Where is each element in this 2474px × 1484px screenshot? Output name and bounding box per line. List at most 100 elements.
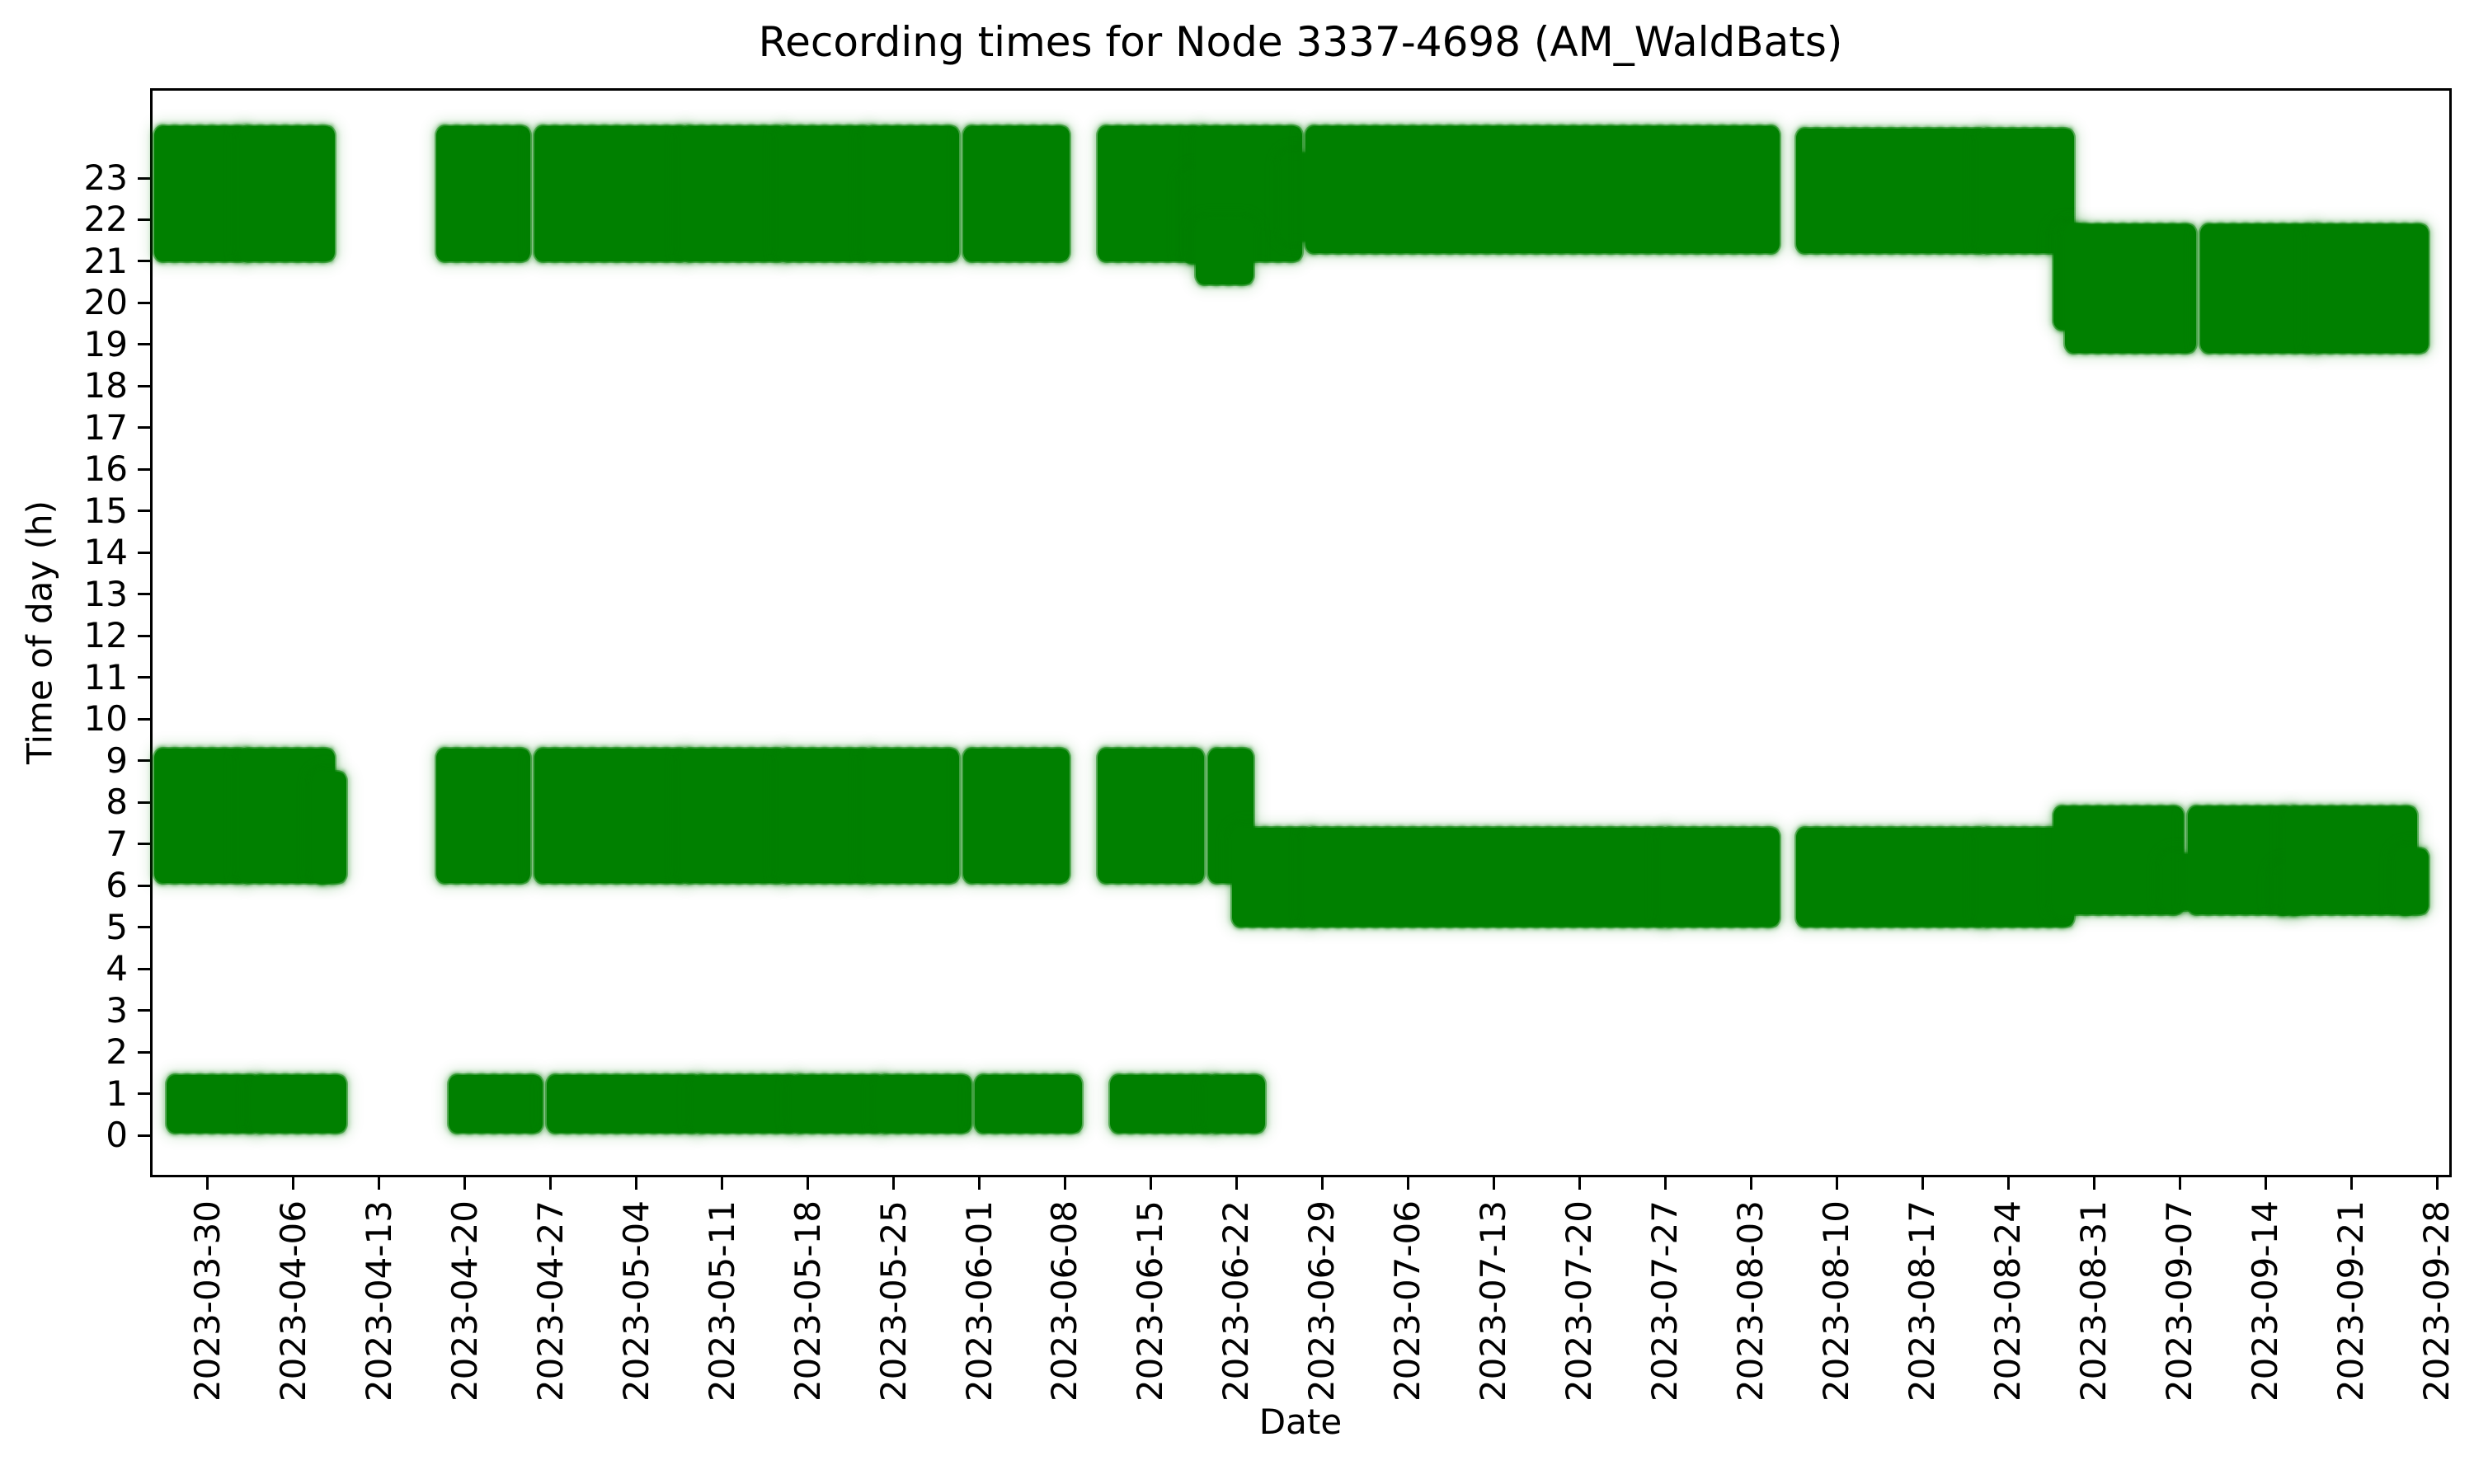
y-tick bbox=[138, 218, 150, 221]
y-tick-label: 12 bbox=[83, 615, 128, 656]
x-tick-label: 2023-05-11 bbox=[701, 1200, 742, 1402]
recording-block-evening bbox=[1195, 219, 1253, 284]
x-tick bbox=[2349, 1177, 2353, 1190]
x-tick-label: 2023-09-14 bbox=[2245, 1200, 2286, 1402]
recording-block-morning bbox=[1097, 748, 1205, 884]
y-tick-label: 23 bbox=[83, 157, 128, 198]
x-tick-label: 2023-05-18 bbox=[787, 1200, 828, 1402]
y-tick-label: 9 bbox=[106, 740, 128, 781]
y-tick bbox=[138, 1134, 150, 1137]
recording-block-midnight bbox=[693, 1075, 800, 1134]
recording-block-morning bbox=[1232, 827, 1315, 928]
x-tick bbox=[292, 1177, 295, 1190]
x-tick-label: 2023-08-17 bbox=[1902, 1200, 1943, 1402]
recording-block-morning bbox=[962, 748, 1070, 884]
recording-block-morning bbox=[154, 748, 249, 884]
x-tick bbox=[2178, 1177, 2181, 1190]
y-tick-label: 3 bbox=[106, 989, 128, 1031]
y-tick-label: 21 bbox=[83, 240, 128, 281]
y-tick-label: 0 bbox=[106, 1115, 128, 1156]
y-tick-label: 5 bbox=[106, 906, 128, 947]
x-tick-label: 2023-08-31 bbox=[2073, 1200, 2114, 1402]
y-tick bbox=[138, 634, 150, 637]
x-tick bbox=[892, 1177, 896, 1190]
recording-block-morning bbox=[778, 748, 874, 884]
y-tick-label: 18 bbox=[83, 365, 128, 406]
recording-block-midnight bbox=[448, 1075, 543, 1134]
recording-block-midnight bbox=[1109, 1075, 1216, 1134]
x-tick bbox=[1492, 1177, 1495, 1190]
x-tick bbox=[721, 1177, 724, 1190]
y-tick-label: 20 bbox=[83, 282, 128, 323]
x-tick bbox=[978, 1177, 981, 1190]
recording-block-morning bbox=[435, 748, 531, 884]
x-tick-label: 2023-07-20 bbox=[1559, 1200, 1600, 1402]
y-tick-label: 15 bbox=[83, 490, 128, 531]
recording-block-evening bbox=[240, 126, 335, 261]
y-tick bbox=[138, 176, 150, 180]
recording-block-evening bbox=[680, 126, 788, 261]
recording-block-evening bbox=[154, 126, 249, 261]
x-tick bbox=[1064, 1177, 1067, 1190]
x-tick bbox=[463, 1177, 467, 1190]
x-tick-label: 2023-08-03 bbox=[1730, 1200, 1771, 1402]
y-tick bbox=[138, 510, 150, 513]
recording-block-evening bbox=[2310, 223, 2429, 353]
x-tick bbox=[635, 1177, 638, 1190]
y-tick-label: 11 bbox=[83, 656, 128, 697]
recording-block-evening bbox=[2065, 223, 2197, 353]
recording-block-evening bbox=[534, 126, 690, 261]
y-tick bbox=[138, 593, 150, 596]
x-tick bbox=[378, 1177, 381, 1190]
y-tick bbox=[138, 343, 150, 346]
recording-block-midnight bbox=[1207, 1075, 1266, 1134]
y-tick-label: 1 bbox=[106, 1073, 128, 1114]
x-tick bbox=[1235, 1177, 1239, 1190]
x-tick bbox=[2435, 1177, 2439, 1190]
x-tick-label: 2023-04-06 bbox=[272, 1200, 313, 1402]
recording-block-midnight bbox=[546, 1075, 703, 1134]
y-tick bbox=[138, 967, 150, 970]
x-tick bbox=[2264, 1177, 2267, 1190]
recording-block-evening bbox=[864, 126, 960, 261]
recording-block-evening bbox=[962, 126, 1070, 261]
y-tick-label: 19 bbox=[83, 323, 128, 364]
y-tick-label: 16 bbox=[83, 448, 128, 490]
recording-block-evening bbox=[1305, 126, 1780, 253]
x-tick-label: 2023-06-29 bbox=[1301, 1200, 1343, 1402]
x-tick bbox=[1921, 1177, 1924, 1190]
recording-block-midnight bbox=[877, 1075, 971, 1134]
y-tick bbox=[138, 676, 150, 679]
x-tick bbox=[1150, 1177, 1153, 1190]
recording-block-morning bbox=[2053, 806, 2185, 915]
x-tick bbox=[1835, 1177, 1838, 1190]
recording-block-midnight bbox=[791, 1075, 886, 1134]
recording-block-evening bbox=[2199, 223, 2319, 353]
y-tick bbox=[138, 426, 150, 430]
y-tick bbox=[138, 926, 150, 929]
x-tick-label: 2023-06-08 bbox=[1044, 1200, 1085, 1402]
recording-block-morning bbox=[2285, 806, 2417, 915]
y-tick-label: 10 bbox=[83, 698, 128, 740]
x-tick-label: 2023-04-27 bbox=[529, 1200, 571, 1402]
x-tick-label: 2023-06-22 bbox=[1216, 1200, 1257, 1402]
y-tick bbox=[138, 843, 150, 846]
y-tick-label: 14 bbox=[83, 532, 128, 573]
x-tick-label: 2023-09-28 bbox=[2416, 1200, 2458, 1402]
x-tick bbox=[2006, 1177, 2010, 1190]
x-tick-label: 2023-03-30 bbox=[186, 1200, 228, 1402]
x-tick bbox=[1406, 1177, 1409, 1190]
y-tick bbox=[138, 884, 150, 887]
x-tick-label: 2023-05-25 bbox=[872, 1200, 914, 1402]
y-tick bbox=[138, 1092, 150, 1096]
x-tick bbox=[1578, 1177, 1581, 1190]
recording-block-evening bbox=[435, 126, 531, 261]
x-tick bbox=[549, 1177, 553, 1190]
y-tick-label: 6 bbox=[106, 865, 128, 906]
x-tick-label: 2023-06-15 bbox=[1130, 1200, 1171, 1402]
x-tick bbox=[206, 1177, 209, 1190]
x-tick bbox=[807, 1177, 810, 1190]
y-tick bbox=[138, 1009, 150, 1012]
recording-block-morning bbox=[2396, 848, 2429, 915]
